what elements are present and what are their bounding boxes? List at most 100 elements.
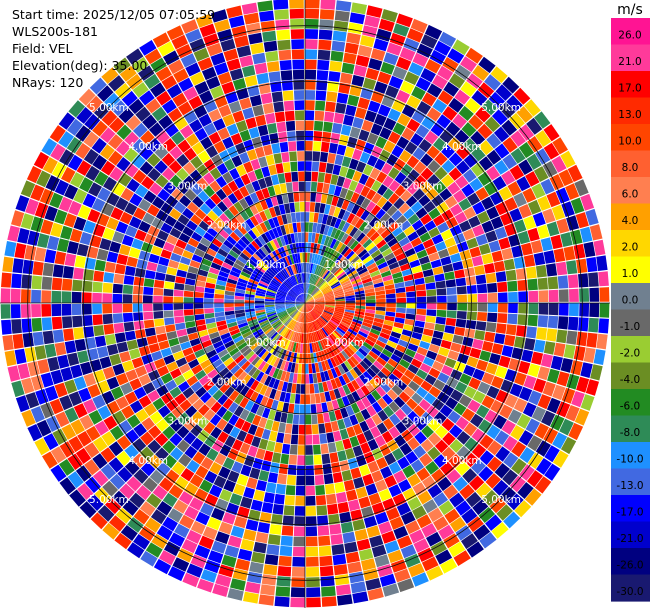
gate-cell <box>445 279 456 288</box>
gate-cell <box>327 322 337 330</box>
gate-cell <box>309 263 314 274</box>
gate-cell <box>108 150 123 166</box>
gate-cell <box>438 500 454 516</box>
gate-cell <box>218 270 229 278</box>
gate-cell <box>305 295 312 303</box>
gate-cell <box>50 369 64 385</box>
gate-cell <box>455 318 467 328</box>
gate-cell <box>300 323 303 333</box>
gate-cell <box>305 475 315 486</box>
gate-cell <box>318 535 331 546</box>
gate-cell <box>240 328 251 335</box>
gate-cell <box>332 265 341 275</box>
gate-cell <box>356 232 366 243</box>
gate-cell <box>242 249 252 259</box>
gate-cell <box>370 426 381 438</box>
gate-cell <box>210 401 222 414</box>
gate-cell <box>570 197 585 214</box>
gate-cell <box>115 197 129 211</box>
gate-cell <box>357 45 373 58</box>
gate-cell <box>235 288 246 294</box>
gate-cell <box>278 422 286 433</box>
gate-cell <box>186 375 199 387</box>
colorbar-swatch <box>611 389 650 417</box>
range-ring-label: 2.00km <box>364 220 404 232</box>
gate-cell <box>323 311 333 317</box>
gate-cell <box>308 312 313 322</box>
gate-cell <box>457 294 468 303</box>
gate-cell <box>132 303 143 312</box>
gate-cell <box>263 244 272 254</box>
gate-cell <box>544 463 561 481</box>
gate-cell <box>259 373 269 384</box>
gate-cell <box>186 326 197 335</box>
gate-cell <box>195 386 207 398</box>
gate-cell <box>260 584 276 596</box>
gate-cell <box>217 324 228 332</box>
gate-cell <box>345 303 356 306</box>
gate-cell <box>467 516 484 533</box>
gate-cell <box>220 243 231 254</box>
gate-cell <box>287 307 297 313</box>
gate-cell <box>129 378 142 391</box>
gate-cell <box>314 202 321 213</box>
gate-cell <box>420 380 433 392</box>
gate-cell <box>305 120 314 131</box>
gate-cell <box>288 372 294 383</box>
gate-cell <box>267 286 278 293</box>
gate-cell <box>396 136 410 150</box>
gate-cell <box>383 140 396 153</box>
gate-cell <box>346 346 355 356</box>
gate-cell <box>478 56 496 74</box>
gate-cell <box>537 224 550 239</box>
gate-cell <box>111 182 126 197</box>
gate-cell <box>254 358 264 369</box>
gate-cell <box>154 358 166 369</box>
gate-cell <box>216 406 228 418</box>
gate-cell <box>327 260 335 270</box>
gate-cell <box>255 250 264 260</box>
gate-cell <box>196 242 208 253</box>
gate-cell <box>392 368 404 379</box>
gate-cell <box>233 405 244 417</box>
gate-cell <box>314 305 325 309</box>
gate-cell <box>150 245 163 256</box>
gate-cell <box>205 396 217 409</box>
gate-cell <box>580 193 595 211</box>
range-ring-label: 4.00km <box>442 141 482 153</box>
gate-cell <box>375 339 386 349</box>
gate-cell <box>67 471 84 489</box>
gate-cell <box>182 226 194 237</box>
gate-cell <box>568 316 579 331</box>
gate-cell <box>462 258 474 269</box>
gate-cell <box>302 303 305 313</box>
gate-cell <box>197 57 213 71</box>
gate-cell <box>392 493 407 507</box>
gate-cell <box>386 298 396 303</box>
colorbar-label: -10.0 <box>616 454 643 466</box>
gate-cell <box>126 48 144 65</box>
gate-cell <box>145 542 163 558</box>
gate-cell <box>229 347 240 357</box>
gate-cell <box>307 312 312 322</box>
gate-cell <box>523 215 537 230</box>
gate-cell <box>282 515 294 526</box>
gate-cell <box>155 174 169 188</box>
gate-cell <box>375 208 386 220</box>
gate-cell <box>203 421 216 435</box>
gate-cell <box>177 139 191 153</box>
gate-cell <box>222 171 234 184</box>
gate-cell <box>313 321 319 331</box>
gate-cell <box>229 68 244 81</box>
gate-cell <box>135 184 149 198</box>
gate-cell <box>194 208 207 220</box>
gate-cell <box>203 172 215 185</box>
gate-cell <box>311 287 319 296</box>
gate-cell <box>360 274 371 281</box>
gate-cell <box>455 277 467 287</box>
gate-cell <box>424 374 437 386</box>
gate-cell <box>285 267 291 277</box>
gate-cell <box>292 546 305 557</box>
gate-cell <box>417 490 432 505</box>
gate-cell <box>134 267 146 278</box>
